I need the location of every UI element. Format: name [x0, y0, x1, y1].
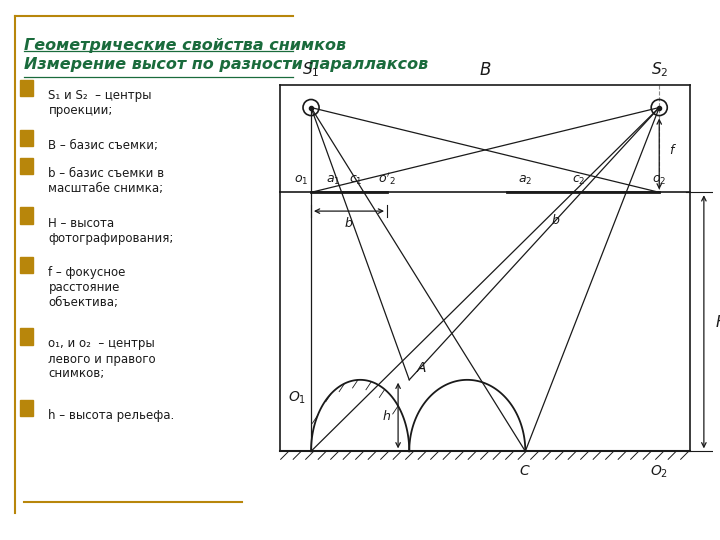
Bar — [19, 207, 33, 224]
Bar — [19, 328, 33, 345]
Text: $o'_2$: $o'_2$ — [378, 171, 396, 187]
Text: $O_1$: $O_1$ — [287, 389, 306, 406]
Text: $B$: $B$ — [479, 60, 491, 78]
Bar — [19, 158, 33, 174]
Bar — [19, 80, 33, 96]
Text: $h$: $h$ — [382, 409, 392, 422]
Text: H – высота
фотографирования;: H – высота фотографирования; — [48, 217, 174, 245]
Text: $o_1$: $o_1$ — [294, 174, 309, 187]
Text: $f$: $f$ — [669, 143, 677, 157]
Bar — [19, 257, 33, 273]
Bar — [19, 400, 33, 416]
Text: h – высота рельефа.: h – высота рельефа. — [48, 409, 175, 422]
Text: b – базис съемки в
масштабе снимка;: b – базис съемки в масштабе снимка; — [48, 167, 164, 195]
Text: $b$: $b$ — [344, 217, 354, 231]
Text: $C$: $C$ — [520, 464, 531, 478]
Text: $S_1$: $S_1$ — [302, 60, 320, 78]
Text: f – фокусное
расстояние
объектива;: f – фокусное расстояние объектива; — [48, 266, 126, 309]
Text: B – базис съемки;: B – базис съемки; — [48, 139, 158, 152]
Text: $H$: $H$ — [715, 314, 720, 330]
Text: $c_1$: $c_1$ — [349, 174, 362, 187]
Bar — [19, 130, 33, 146]
Text: $a_1$: $a_1$ — [326, 174, 341, 187]
Text: $c_2$: $c_2$ — [572, 174, 585, 187]
Text: $b$: $b$ — [551, 213, 560, 227]
Text: Измерение высот по разности параллаксов: Измерение высот по разности параллаксов — [24, 57, 428, 72]
Text: $S_2$: $S_2$ — [651, 60, 668, 78]
Text: $O_2$: $O_2$ — [650, 464, 668, 480]
Text: Геометрические свойства снимков: Геометрические свойства снимков — [24, 38, 346, 53]
Text: $a_2$: $a_2$ — [518, 174, 533, 187]
Text: $A$: $A$ — [416, 361, 427, 375]
Text: $o_2$: $o_2$ — [652, 174, 667, 187]
Text: o₁, и o₂  – центры
левого и правого
снимков;: o₁, и o₂ – центры левого и правого снимк… — [48, 338, 156, 381]
Text: S₁ и S₂  – центры
проекции;: S₁ и S₂ – центры проекции; — [48, 89, 152, 117]
